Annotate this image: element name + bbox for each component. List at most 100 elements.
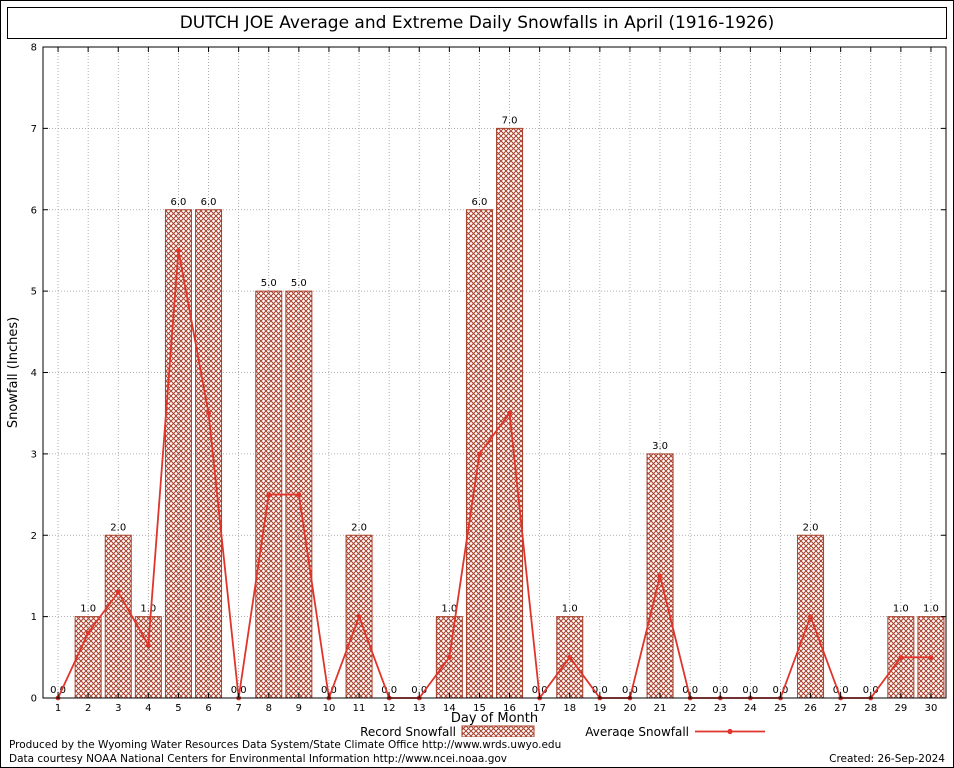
svg-text:6.0: 6.0 — [201, 197, 217, 208]
svg-text:0: 0 — [31, 694, 37, 705]
svg-text:1: 1 — [31, 612, 37, 623]
svg-text:18: 18 — [563, 703, 576, 714]
svg-text:0.0: 0.0 — [712, 685, 728, 696]
svg-text:21: 21 — [654, 703, 667, 714]
bar-day-3 — [104, 534, 132, 699]
svg-text:19: 19 — [593, 703, 606, 714]
svg-text:14: 14 — [443, 703, 456, 714]
svg-text:3: 3 — [115, 703, 121, 714]
avg-point-day-9 — [296, 492, 302, 497]
svg-text:2.0: 2.0 — [351, 522, 367, 533]
bar-day-21 — [646, 453, 674, 699]
svg-text:8: 8 — [266, 703, 272, 714]
svg-text:23: 23 — [714, 703, 727, 714]
svg-text:6.0: 6.0 — [471, 197, 487, 208]
svg-text:3: 3 — [31, 449, 37, 460]
svg-text:12: 12 — [383, 703, 396, 714]
svg-text:16: 16 — [503, 703, 516, 714]
svg-text:2: 2 — [31, 531, 37, 542]
grid-lines — [43, 47, 946, 698]
avg-point-day-29 — [898, 654, 904, 660]
svg-text:26: 26 — [804, 703, 817, 714]
svg-text:1.0: 1.0 — [562, 604, 578, 615]
avg-point-day-21 — [657, 573, 663, 579]
svg-text:7: 7 — [235, 703, 241, 714]
svg-text:20: 20 — [624, 703, 637, 714]
avg-point-day-5 — [176, 248, 181, 253]
svg-text:1: 1 — [55, 703, 61, 714]
svg-text:0.0: 0.0 — [833, 685, 849, 696]
svg-text:0.0: 0.0 — [742, 685, 758, 696]
svg-text:0.0: 0.0 — [592, 685, 608, 696]
svg-text:25: 25 — [774, 703, 787, 714]
bar-day-6 — [195, 209, 223, 699]
chart-title: DUTCH JOE Average and Extreme Daily Snow… — [7, 7, 947, 39]
avg-point-day-15 — [477, 451, 482, 457]
svg-text:9: 9 — [296, 703, 302, 714]
x-tick-labels: 1 2 3 4 5 6 7 8 9 10 11 12 13 14 15 16 17 18 19 20 21 22 23 24 2… — [55, 703, 937, 714]
footer-data-courtesy: Data courtesy NOAA National Centers for … — [9, 753, 508, 765]
legend-record-label: Record Snowfall — [360, 725, 456, 737]
svg-text:5.0: 5.0 — [291, 278, 307, 289]
svg-text:1.0: 1.0 — [893, 604, 909, 615]
svg-text:7: 7 — [31, 124, 37, 135]
svg-text:13: 13 — [413, 703, 426, 714]
svg-text:24: 24 — [744, 703, 757, 714]
avg-point-day-2 — [85, 630, 91, 636]
svg-text:6: 6 — [31, 205, 37, 216]
svg-text:1.0: 1.0 — [441, 604, 457, 615]
avg-point-day-16 — [507, 410, 512, 416]
y-tick-labels: 0 1 2 3 4 5 6 7 8 — [31, 43, 37, 705]
footer-produced-by: Produced by the Wyoming Water Resources … — [9, 739, 562, 751]
svg-text:5: 5 — [31, 287, 37, 298]
svg-text:1.0: 1.0 — [80, 604, 96, 615]
svg-text:0.0: 0.0 — [622, 685, 638, 696]
svg-text:2: 2 — [85, 703, 91, 714]
svg-text:22: 22 — [684, 703, 697, 714]
svg-text:5: 5 — [175, 703, 181, 714]
svg-text:0.0: 0.0 — [321, 685, 337, 696]
svg-text:4: 4 — [31, 368, 37, 379]
bar-day-5 — [164, 209, 192, 699]
avg-point-day-6 — [206, 410, 211, 416]
svg-text:1.0: 1.0 — [140, 604, 156, 615]
svg-text:28: 28 — [864, 703, 877, 714]
legend-average-label: Average Snowfall — [585, 725, 689, 737]
svg-text:2.0: 2.0 — [110, 522, 126, 533]
svg-text:0.0: 0.0 — [50, 685, 66, 696]
legend-record-swatch — [461, 725, 535, 737]
avg-point-day-30 — [928, 654, 934, 660]
svg-text:15: 15 — [473, 703, 486, 714]
bar-day-2 — [74, 616, 102, 699]
avg-point-day-18 — [567, 654, 573, 660]
svg-text:0.0: 0.0 — [772, 685, 788, 696]
svg-text:2.0: 2.0 — [803, 522, 819, 533]
svg-text:17: 17 — [533, 703, 546, 714]
svg-text:30: 30 — [925, 703, 938, 714]
y-axis-title: Snowfall (Inches) — [6, 317, 21, 428]
svg-text:11: 11 — [353, 703, 366, 714]
svg-text:0.0: 0.0 — [411, 685, 427, 696]
svg-text:27: 27 — [834, 703, 847, 714]
svg-text:3.0: 3.0 — [652, 441, 668, 452]
avg-point-day-26 — [808, 614, 813, 620]
axes — [42, 46, 947, 699]
svg-text:8: 8 — [31, 43, 37, 54]
svg-text:6.0: 6.0 — [170, 197, 186, 208]
avg-point-day-3 — [115, 589, 121, 595]
svg-text:1.0: 1.0 — [923, 604, 939, 615]
x-axis-title: Day of Month — [451, 711, 538, 726]
svg-text:7.0: 7.0 — [502, 115, 518, 126]
svg-text:29: 29 — [894, 703, 907, 714]
created-date: Created: 26-Sep-2024 — [829, 753, 945, 765]
avg-point-day-8 — [266, 492, 272, 497]
chart-canvas: 0.0 1.0 2.0 1.0 6.0 6.0 0.0 5.0 5.0 0.0 2.0 0.0 0.0 1… — [6, 43, 947, 737]
svg-text:0.0: 0.0 — [682, 685, 698, 696]
svg-text:4: 4 — [145, 703, 151, 714]
svg-text:10: 10 — [323, 703, 336, 714]
legend: Record Snowfall Average Snowfall — [360, 725, 765, 737]
svg-text:5.0: 5.0 — [261, 278, 277, 289]
avg-point-day-14 — [446, 654, 452, 660]
svg-text:0.0: 0.0 — [381, 685, 397, 696]
legend-average-marker — [727, 728, 733, 735]
